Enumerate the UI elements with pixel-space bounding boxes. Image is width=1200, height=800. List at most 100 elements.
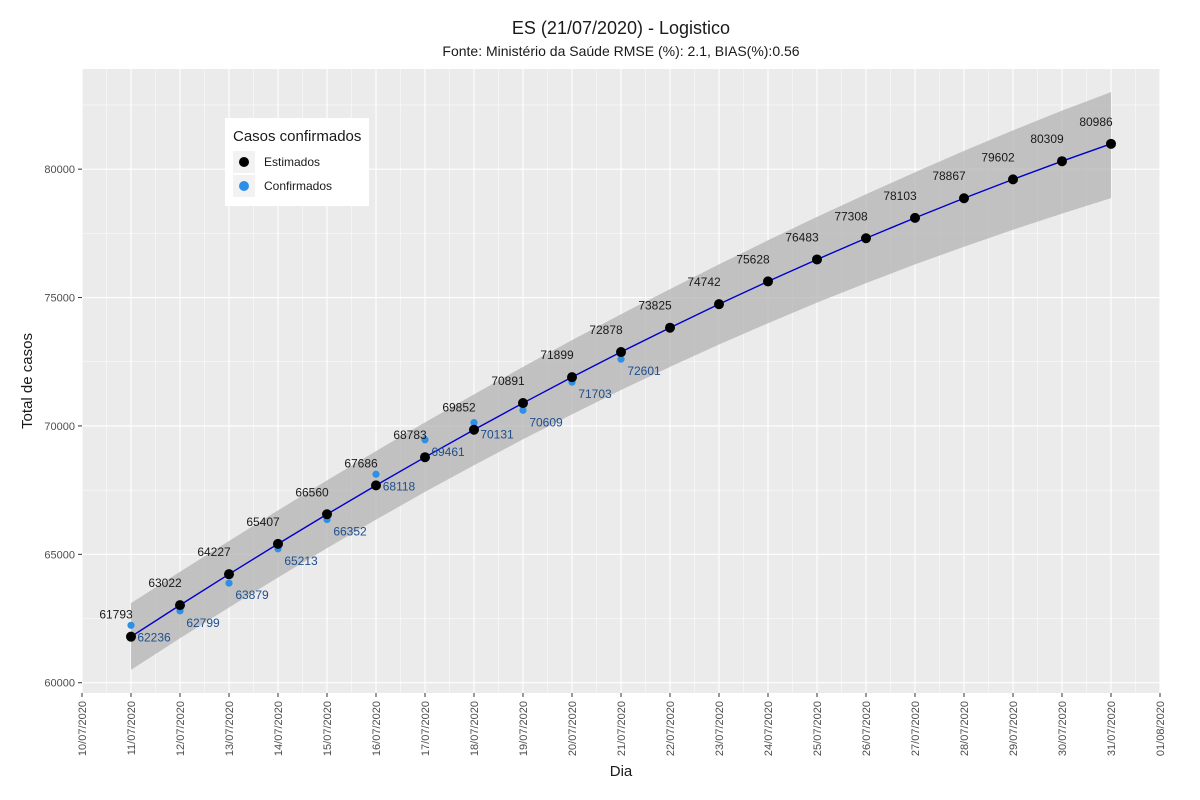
estimated-point (224, 569, 234, 580)
estimated-value-label: 67686 (344, 456, 378, 470)
estimated-value-label: 75628 (736, 252, 770, 266)
x-axis-title: Dia (610, 763, 633, 780)
x-tick-label: 30/07/2020 (1057, 701, 1069, 756)
legend-title: Casos confirmados (233, 128, 361, 145)
estimated-point (714, 299, 724, 310)
confirmed-value-label: 65213 (284, 554, 318, 568)
y-axis-title: Total de casos (19, 333, 36, 429)
estimated-point (469, 424, 479, 435)
estimated-point (126, 631, 136, 642)
confirmed-point (372, 470, 380, 478)
x-tick-label: 10/07/2020 (77, 701, 89, 756)
estimated-value-label: 66560 (295, 485, 329, 499)
estimated-value-label: 76483 (785, 230, 819, 244)
chart-title: ES (21/07/2020) - Logistico (512, 18, 730, 38)
estimated-value-label: 64227 (197, 545, 231, 559)
chart-subtitle: Fonte: Ministério da Saúde RMSE (%): 2.1… (442, 43, 799, 59)
y-tick-label: 60000 (44, 678, 75, 690)
legend-key-confirmed (239, 181, 249, 191)
estimated-point (322, 509, 332, 520)
x-tick-label: 13/07/2020 (224, 701, 236, 756)
confirmed-point (617, 355, 625, 363)
estimated-point (273, 538, 283, 549)
x-tick-label: 29/07/2020 (1008, 701, 1020, 756)
confirmed-point (421, 436, 429, 444)
x-tick-label: 21/07/2020 (616, 701, 628, 756)
confirmed-point (225, 579, 233, 587)
estimated-point (567, 372, 577, 383)
x-tick-label: 14/07/2020 (273, 701, 285, 756)
x-tick-label: 15/07/2020 (322, 701, 334, 756)
confirmed-point (519, 406, 527, 414)
estimated-value-label: 70891 (491, 374, 525, 388)
confirmed-value-label: 63879 (235, 588, 269, 602)
estimated-value-label: 73825 (638, 299, 672, 313)
confirmed-value-label: 62799 (186, 616, 220, 630)
data-points (126, 138, 1116, 642)
estimated-value-label: 79602 (981, 150, 1015, 164)
x-tick-label: 17/07/2020 (420, 701, 432, 756)
x-tick-label: 31/07/2020 (1106, 701, 1118, 756)
estimated-value-label: 78103 (883, 189, 917, 203)
confirmed-point (127, 621, 135, 629)
x-tick-label: 24/07/2020 (763, 701, 775, 756)
estimated-value-label: 80986 (1079, 115, 1113, 129)
estimated-point (910, 212, 920, 223)
x-tick-label: 28/07/2020 (959, 701, 971, 756)
x-tick-label: 23/07/2020 (714, 701, 726, 756)
estimated-value-label: 69852 (442, 401, 476, 415)
confirmed-value-label: 70609 (529, 415, 563, 429)
estimated-point (861, 233, 871, 244)
y-tick-label: 80000 (44, 164, 75, 176)
confirmed-value-label: 72601 (627, 364, 661, 378)
x-tick-label: 27/07/2020 (910, 701, 922, 756)
x-tick-label: 25/07/2020 (812, 701, 824, 756)
estimated-point (959, 193, 969, 204)
estimated-value-label: 72878 (589, 323, 623, 337)
legend-key-estimated (239, 157, 249, 167)
estimated-value-label: 65407 (246, 515, 280, 529)
estimated-point (518, 398, 528, 409)
x-tick-label: 20/07/2020 (567, 701, 579, 756)
confirmed-value-label: 71703 (578, 387, 612, 401)
estimated-value-label: 77308 (834, 209, 868, 223)
confirmed-value-label: 70131 (480, 428, 514, 442)
x-tick-label: 12/07/2020 (175, 701, 187, 756)
x-tick-label: 19/07/2020 (518, 701, 530, 756)
estimated-value-label: 80309 (1030, 132, 1064, 146)
estimated-point (763, 276, 773, 287)
x-tick-label: 22/07/2020 (665, 701, 677, 756)
y-tick-label: 75000 (44, 293, 75, 305)
axes: 10/07/2020 11/07/2020 12/07/2020 13/07/2020… (44, 164, 1167, 756)
estimated-value-label: 61793 (99, 608, 133, 622)
estimated-point (175, 600, 185, 611)
estimated-value-label: 71899 (540, 348, 574, 362)
confirmed-point (470, 418, 478, 427)
estimated-point (1106, 138, 1116, 149)
x-tick-label: 01/08/2020 (1155, 701, 1167, 756)
legend: Casos confirmados Estimados Confirmados (225, 118, 369, 206)
estimated-point (371, 480, 381, 491)
x-tick-label: 11/07/2020 (126, 701, 138, 755)
x-tick-label: 16/07/2020 (371, 701, 383, 756)
estimated-point (1057, 156, 1067, 167)
estimated-point (616, 347, 626, 358)
x-tick-label: 26/07/2020 (861, 701, 873, 756)
y-tick-label: 65000 (44, 549, 75, 561)
estimated-point (812, 254, 822, 265)
confirmed-value-label: 66352 (333, 525, 367, 539)
confirmed-value-label: 68118 (383, 479, 416, 493)
estimated-point (420, 452, 430, 463)
confirmed-value-label: 69461 (431, 445, 465, 459)
data-labels: 61793 63022 64227 65407 66560 67686 68783 69852… (99, 115, 1113, 644)
estimated-value-label: 63022 (148, 576, 182, 590)
estimated-value-label: 74742 (687, 275, 721, 289)
legend-label-confirmed: Confirmados (264, 179, 332, 193)
estimated-value-label: 68783 (393, 428, 427, 442)
confirmed-value-label: 62236 (137, 630, 171, 644)
legend-label-estimated: Estimados (264, 155, 320, 169)
x-tick-label: 18/07/2020 (469, 701, 481, 756)
estimated-point (665, 322, 675, 333)
